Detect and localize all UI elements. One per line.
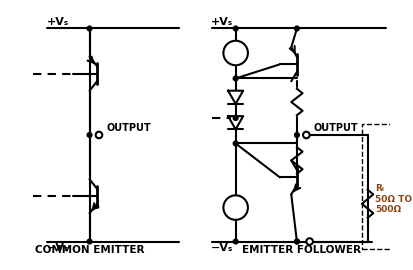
Text: EMITTER FOLLOWER: EMITTER FOLLOWER — [242, 245, 360, 255]
Circle shape — [95, 132, 102, 138]
Circle shape — [294, 239, 299, 244]
Circle shape — [233, 116, 237, 120]
Circle shape — [306, 238, 312, 245]
Circle shape — [87, 26, 92, 31]
Circle shape — [233, 141, 237, 146]
Text: OUTPUT: OUTPUT — [313, 123, 358, 133]
Text: +Vₛ: +Vₛ — [47, 16, 69, 27]
Circle shape — [233, 26, 237, 31]
Text: OUTPUT: OUTPUT — [106, 123, 151, 133]
Text: +Vₛ: +Vₛ — [211, 16, 233, 27]
Circle shape — [302, 132, 309, 138]
Text: −Vₛ: −Vₛ — [47, 243, 69, 254]
Circle shape — [294, 133, 299, 137]
Circle shape — [223, 41, 247, 65]
Circle shape — [294, 239, 299, 244]
Circle shape — [294, 26, 299, 31]
Circle shape — [233, 76, 237, 81]
Circle shape — [87, 239, 92, 244]
Text: COMMON EMITTER: COMMON EMITTER — [35, 245, 144, 255]
Text: −Vₛ: −Vₛ — [211, 243, 233, 254]
Circle shape — [233, 239, 237, 244]
Text: Rₗ
50Ω TO
500Ω: Rₗ 50Ω TO 500Ω — [374, 184, 411, 214]
Circle shape — [87, 133, 92, 137]
Circle shape — [223, 195, 247, 220]
